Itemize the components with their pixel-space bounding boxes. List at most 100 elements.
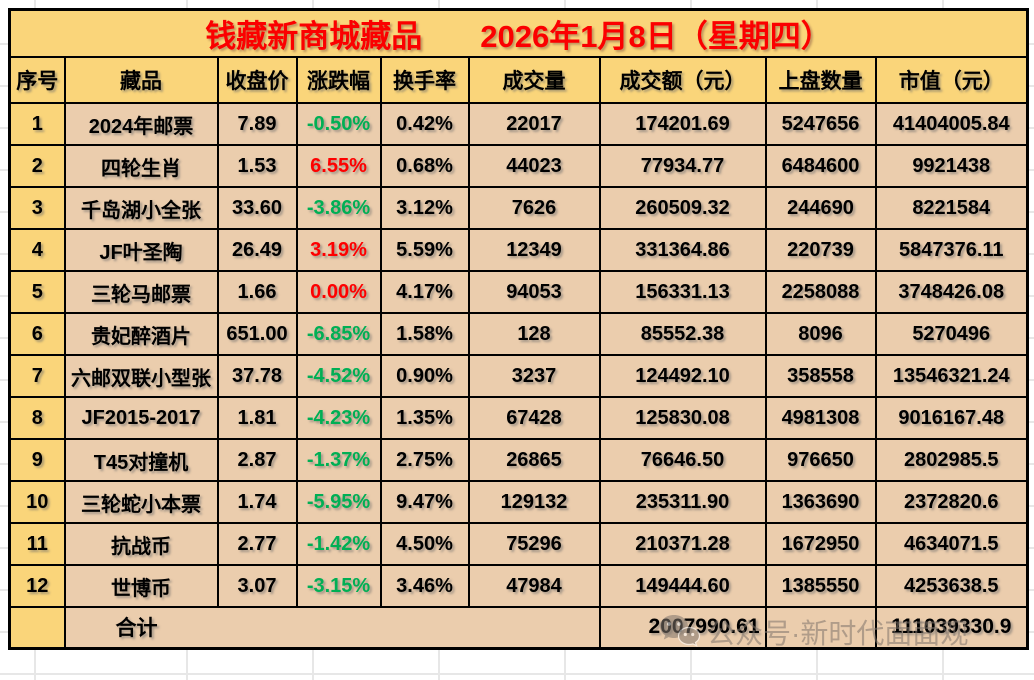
cell-amount: 235311.90 — [598, 480, 767, 524]
cell-name: JF2015-2017 — [63, 396, 219, 440]
cell-name: 四轮生肖 — [63, 144, 219, 188]
page-title: 钱藏新商城藏品 2026年1月8日（星期四） — [8, 8, 1029, 58]
cell-close: 2.77 — [216, 522, 298, 566]
table-row: 12 世博币 3.07 -3.15% 3.46% 47984 149444.60… — [8, 564, 1029, 608]
cell-change: -1.42% — [295, 522, 382, 566]
cell-turnover: 1.58% — [379, 312, 470, 356]
cell-amount: 210371.28 — [598, 522, 767, 566]
cell-close: 37.78 — [216, 354, 298, 398]
cell-turnover: 4.50% — [379, 522, 470, 566]
cell-turnover: 0.42% — [379, 102, 470, 146]
cell-change: -1.37% — [295, 438, 382, 482]
cell-turnover: 3.46% — [379, 564, 470, 608]
cell-close: 26.49 — [216, 228, 298, 272]
table-row: 4 JF叶圣陶 26.49 3.19% 5.59% 12349 331364.8… — [8, 228, 1029, 272]
col-header-turnover: 换手率 — [379, 56, 470, 104]
col-header-listed: 上盘数量 — [764, 56, 877, 104]
table-row: 2 四轮生肖 1.53 6.55% 0.68% 44023 77934.77 6… — [8, 144, 1029, 188]
table-row: 6 贵妃醉酒片 651.00 -6.85% 1.58% 128 85552.38… — [8, 312, 1029, 356]
cell-listed: 1363690 — [764, 480, 877, 524]
table-row: 5 三轮马邮票 1.66 0.00% 4.17% 94053 156331.13… — [8, 270, 1029, 314]
cell-marketcap: 3748426.08 — [874, 270, 1029, 314]
cell-listed: 5247656 — [764, 102, 877, 146]
cell-name: 千岛湖小全张 — [63, 186, 219, 230]
cell-volume: 7626 — [467, 186, 601, 230]
cell-index: 6 — [8, 312, 66, 356]
cell-name: 三轮蛇小本票 — [63, 480, 219, 524]
cell-listed: 8096 — [764, 312, 877, 356]
cell-volume: 44023 — [467, 144, 601, 188]
title-row: 钱藏新商城藏品 2026年1月8日（星期四） — [8, 8, 1029, 58]
cell-change: 3.19% — [295, 228, 382, 272]
cell-volume: 75296 — [467, 522, 601, 566]
cell-marketcap: 5270496 — [874, 312, 1029, 356]
cell-volume: 3237 — [467, 354, 601, 398]
cell-close: 1.74 — [216, 480, 298, 524]
cell-change: -4.52% — [295, 354, 382, 398]
header-row: 序号 藏品 收盘价 涨跌幅 换手率 成交量 成交额（元） 上盘数量 市值（元） — [8, 56, 1029, 104]
col-header-name: 藏品 — [63, 56, 219, 104]
cell-listed: 4981308 — [764, 396, 877, 440]
cell-marketcap: 13546321.24 — [874, 354, 1029, 398]
cell-index: 7 — [8, 354, 66, 398]
table-row: 10 三轮蛇小本票 1.74 -5.95% 9.47% 129132 23531… — [8, 480, 1029, 524]
cell-volume: 26865 — [467, 438, 601, 482]
cell-close: 1.53 — [216, 144, 298, 188]
table-row: 7 六邮双联小型张 37.78 -4.52% 0.90% 3237 124492… — [8, 354, 1029, 398]
cell-volume: 128 — [467, 312, 601, 356]
cell-listed: 2258088 — [764, 270, 877, 314]
cell-turnover: 1.35% — [379, 396, 470, 440]
table-row: 1 2024年邮票 7.89 -0.50% 0.42% 22017 174201… — [8, 102, 1029, 146]
title-text: 钱藏新商城藏品 — [205, 19, 423, 54]
cell-marketcap: 8221584 — [874, 186, 1029, 230]
cell-amount: 85552.38 — [598, 312, 767, 356]
cell-amount: 77934.77 — [598, 144, 767, 188]
cell-close: 7.89 — [216, 102, 298, 146]
cell-volume: 12349 — [467, 228, 601, 272]
cell-index: 10 — [8, 480, 66, 524]
table-row: 8 JF2015-2017 1.81 -4.23% 1.35% 67428 12… — [8, 396, 1029, 440]
cell-marketcap: 9016167.48 — [874, 396, 1029, 440]
cell-name: 六邮双联小型张 — [63, 354, 219, 398]
cell-name: 2024年邮票 — [63, 102, 219, 146]
footer-serial-cell — [8, 606, 66, 649]
cell-close: 3.07 — [216, 564, 298, 608]
cell-index: 2 — [8, 144, 66, 188]
cell-change: -6.85% — [295, 312, 382, 356]
cell-amount: 174201.69 — [598, 102, 767, 146]
cell-change: -4.23% — [295, 396, 382, 440]
cell-change: -0.50% — [295, 102, 382, 146]
cell-close: 33.60 — [216, 186, 298, 230]
cell-volume: 47984 — [467, 564, 601, 608]
cell-change: -5.95% — [295, 480, 382, 524]
footer-total-label: 合计 — [63, 606, 601, 649]
footer-amount-total: 2007990.61 — [598, 606, 767, 649]
col-header-volume: 成交量 — [467, 56, 601, 104]
cell-turnover: 5.59% — [379, 228, 470, 272]
cell-marketcap: 41404005.84 — [874, 102, 1029, 146]
cell-index: 5 — [8, 270, 66, 314]
cell-listed: 220739 — [764, 228, 877, 272]
cell-name: T45对撞机 — [63, 438, 219, 482]
cell-listed: 1385550 — [764, 564, 877, 608]
cell-volume: 22017 — [467, 102, 601, 146]
cell-turnover: 4.17% — [379, 270, 470, 314]
table-row: 11 抗战币 2.77 -1.42% 4.50% 75296 210371.28… — [8, 522, 1029, 566]
footer-spacer-cell — [764, 606, 877, 649]
cell-turnover: 0.90% — [379, 354, 470, 398]
cell-turnover: 0.68% — [379, 144, 470, 188]
cell-listed: 1672950 — [764, 522, 877, 566]
cell-index: 1 — [8, 102, 66, 146]
cell-amount: 149444.60 — [598, 564, 767, 608]
cell-index: 8 — [8, 396, 66, 440]
cell-name: 抗战币 — [63, 522, 219, 566]
cell-name: JF叶圣陶 — [63, 228, 219, 272]
cell-listed: 976650 — [764, 438, 877, 482]
cell-change: 6.55% — [295, 144, 382, 188]
footer-row: 合计 2007990.61 111039330.9 — [8, 606, 1029, 649]
cell-close: 2.87 — [216, 438, 298, 482]
cell-turnover: 2.75% — [379, 438, 470, 482]
col-header-marketcap: 市值（元） — [874, 56, 1029, 104]
col-header-amount: 成交额（元） — [598, 56, 767, 104]
cell-marketcap: 4634071.5 — [874, 522, 1029, 566]
